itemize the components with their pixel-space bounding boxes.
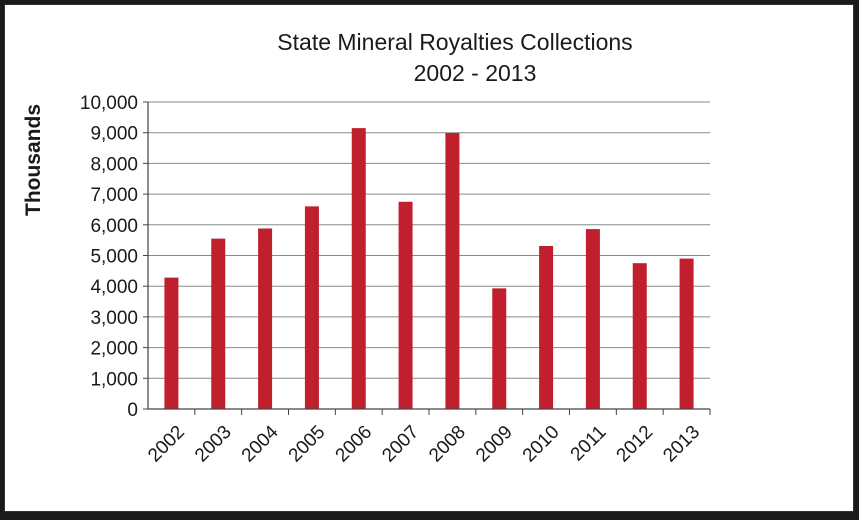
x-tick-label: 2013	[659, 422, 704, 467]
x-tick-label: 2007	[378, 422, 423, 467]
x-tick-labels: 2002 2003 2004 2005 2006 2007 2008 2009 2010 2011…	[144, 421, 704, 466]
bar-2008	[445, 133, 460, 409]
bar-2011	[585, 229, 600, 409]
y-tick-label: 7,000	[90, 185, 138, 206]
bar-2012	[632, 263, 647, 409]
bar-2005	[304, 206, 319, 409]
x-tick-label: 2003	[191, 422, 236, 467]
bar-2003	[211, 238, 226, 409]
gridlines	[148, 101, 710, 379]
bar-2004	[258, 228, 273, 409]
y-axis-label: Thousands	[22, 104, 45, 216]
bars	[164, 128, 694, 409]
y-tick-label: 8,000	[90, 154, 138, 175]
x-tick-label: 2005	[285, 422, 330, 467]
bar-2007	[398, 201, 413, 409]
bar-2013	[679, 258, 694, 409]
y-tick-labels: 0 1,000 2,000 3,000 4,000 5,000 6,000 7,000 8,00…	[80, 93, 138, 421]
y-tick-label: 10,000	[80, 93, 138, 114]
x-tick-label: 2012	[613, 422, 658, 467]
x-tick-label: 2002	[144, 422, 189, 467]
x-tick-label: 2010	[519, 422, 564, 467]
chart-title: State Mineral Royalties Collections	[277, 29, 632, 55]
chart-subtitle: 2002 - 2013	[414, 60, 537, 86]
x-tick-label: 2008	[425, 422, 470, 467]
bar-2009	[492, 288, 507, 409]
bar-2002	[164, 277, 179, 409]
axes	[143, 101, 711, 415]
y-tick-label: 6,000	[90, 216, 138, 237]
y-tick-label: 1,000	[90, 369, 138, 390]
y-tick-label: 2,000	[90, 339, 138, 360]
x-tick-label: 2006	[332, 422, 377, 467]
x-tick-label: 2009	[472, 422, 517, 467]
y-tick-label: 5,000	[90, 247, 138, 268]
x-tick-label: 2011	[567, 422, 611, 466]
bar-2006	[351, 128, 366, 409]
y-tick-label: 4,000	[90, 277, 138, 298]
y-tick-label: 0	[127, 400, 138, 421]
chart-frame	[4, 4, 854, 512]
x-tick-label: 2004	[238, 421, 283, 466]
bar-2010	[539, 245, 554, 409]
y-tick-label: 3,000	[90, 308, 138, 329]
y-tick-label: 9,000	[90, 124, 138, 145]
